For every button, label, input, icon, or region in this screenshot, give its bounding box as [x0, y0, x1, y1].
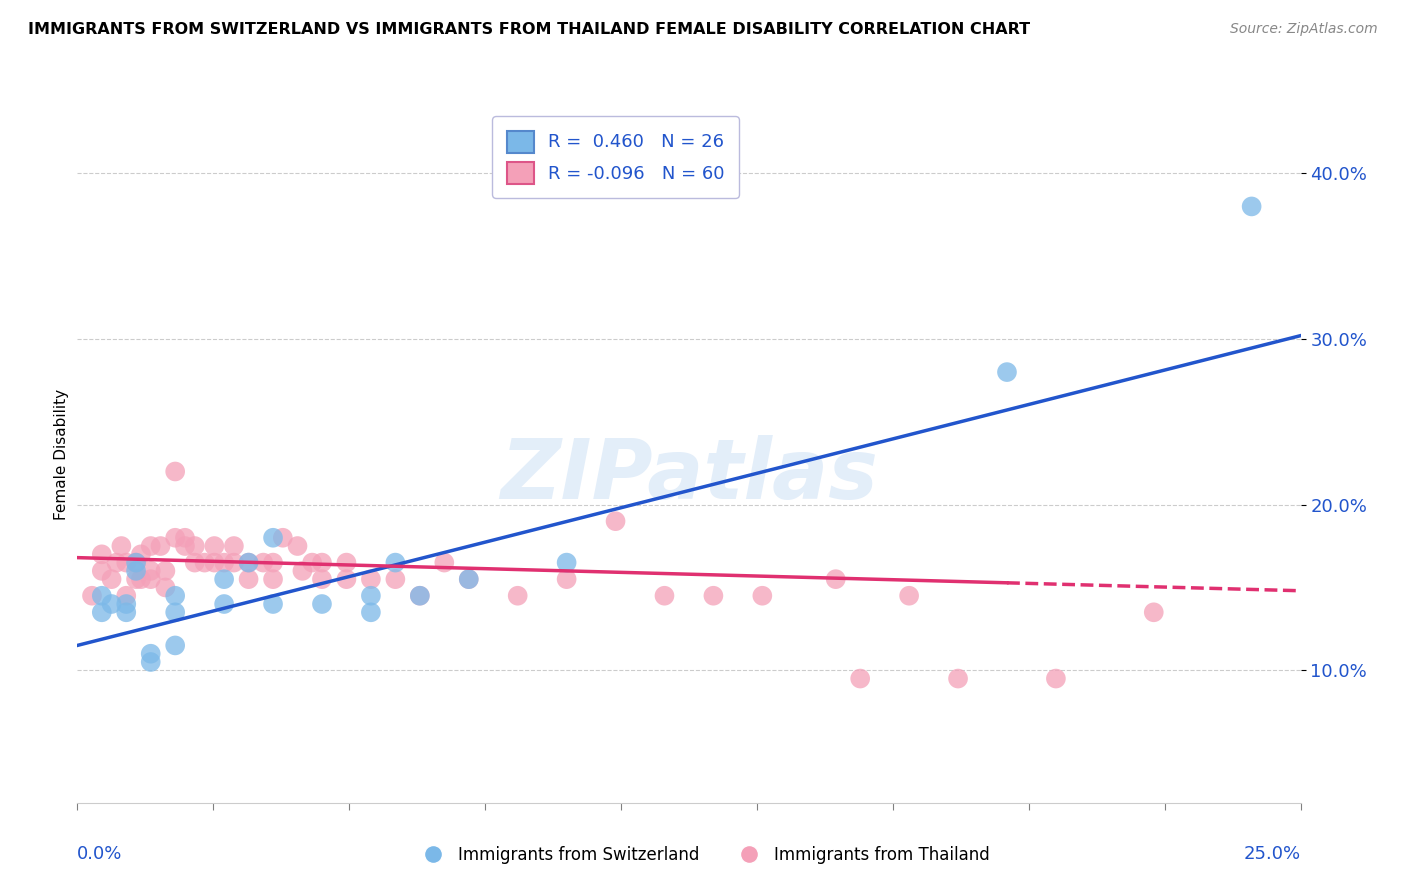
Point — [238, 556, 260, 570]
Point — [165, 605, 187, 619]
Legend: R =  0.460   N = 26, R = -0.096   N = 60: R = 0.460 N = 26, R = -0.096 N = 60 — [492, 116, 740, 198]
Point — [291, 564, 314, 578]
Point — [262, 572, 284, 586]
Text: 0.0%: 0.0% — [77, 845, 122, 863]
Point — [202, 539, 225, 553]
Point — [409, 589, 432, 603]
Point — [457, 572, 479, 586]
Point — [301, 556, 323, 570]
Point — [100, 597, 122, 611]
Point — [335, 556, 357, 570]
Point — [506, 589, 529, 603]
Point — [946, 672, 969, 686]
Point — [165, 531, 187, 545]
Legend: Immigrants from Switzerland, Immigrants from Thailand: Immigrants from Switzerland, Immigrants … — [409, 839, 997, 871]
Point — [1240, 199, 1263, 213]
Point — [193, 556, 215, 570]
Point — [335, 572, 357, 586]
Point — [115, 597, 138, 611]
Text: ZIPatlas: ZIPatlas — [501, 435, 877, 516]
Point — [1143, 605, 1166, 619]
Point — [751, 589, 773, 603]
Point — [174, 539, 197, 553]
Point — [849, 672, 872, 686]
Point — [129, 572, 152, 586]
Point — [115, 589, 138, 603]
Point — [165, 465, 187, 479]
Point — [384, 572, 406, 586]
Text: IMMIGRANTS FROM SWITZERLAND VS IMMIGRANTS FROM THAILAND FEMALE DISABILITY CORREL: IMMIGRANTS FROM SWITZERLAND VS IMMIGRANT… — [28, 22, 1031, 37]
Point — [212, 572, 235, 586]
Point — [262, 556, 284, 570]
Point — [155, 581, 177, 595]
Point — [238, 556, 260, 570]
Point — [139, 539, 162, 553]
Point — [262, 531, 284, 545]
Point — [605, 514, 627, 528]
Text: Source: ZipAtlas.com: Source: ZipAtlas.com — [1230, 22, 1378, 37]
Point — [125, 564, 148, 578]
Point — [202, 556, 225, 570]
Point — [110, 539, 132, 553]
Point — [184, 539, 207, 553]
Point — [184, 556, 207, 570]
Point — [149, 539, 172, 553]
Point — [125, 556, 148, 570]
Point — [287, 539, 309, 553]
Point — [262, 597, 284, 611]
Point — [90, 589, 112, 603]
Point — [90, 564, 112, 578]
Y-axis label: Female Disability: Female Disability — [53, 389, 69, 521]
Point — [212, 597, 235, 611]
Point — [702, 589, 724, 603]
Point — [139, 572, 162, 586]
Point — [165, 589, 187, 603]
Point — [555, 556, 578, 570]
Point — [100, 572, 122, 586]
Point — [252, 556, 274, 570]
Point — [433, 556, 456, 570]
Point — [139, 564, 162, 578]
Point — [555, 572, 578, 586]
Point — [222, 539, 245, 553]
Point — [654, 589, 676, 603]
Point — [898, 589, 921, 603]
Point — [1045, 672, 1067, 686]
Point — [238, 572, 260, 586]
Point — [139, 647, 162, 661]
Point — [125, 572, 148, 586]
Point — [105, 556, 128, 570]
Text: 25.0%: 25.0% — [1243, 845, 1301, 863]
Point — [115, 556, 138, 570]
Point — [360, 589, 382, 603]
Point — [212, 556, 235, 570]
Point — [129, 547, 152, 561]
Point — [165, 639, 187, 653]
Point — [90, 605, 112, 619]
Point — [360, 605, 382, 619]
Point — [311, 597, 333, 611]
Point — [139, 655, 162, 669]
Point — [360, 572, 382, 586]
Point — [384, 556, 406, 570]
Point — [155, 564, 177, 578]
Point — [311, 556, 333, 570]
Point — [824, 572, 846, 586]
Point — [174, 531, 197, 545]
Point — [995, 365, 1018, 379]
Point — [311, 572, 333, 586]
Point — [222, 556, 245, 570]
Point — [457, 572, 479, 586]
Point — [271, 531, 294, 545]
Point — [80, 589, 103, 603]
Point — [115, 605, 138, 619]
Point — [90, 547, 112, 561]
Point — [409, 589, 432, 603]
Point — [125, 556, 148, 570]
